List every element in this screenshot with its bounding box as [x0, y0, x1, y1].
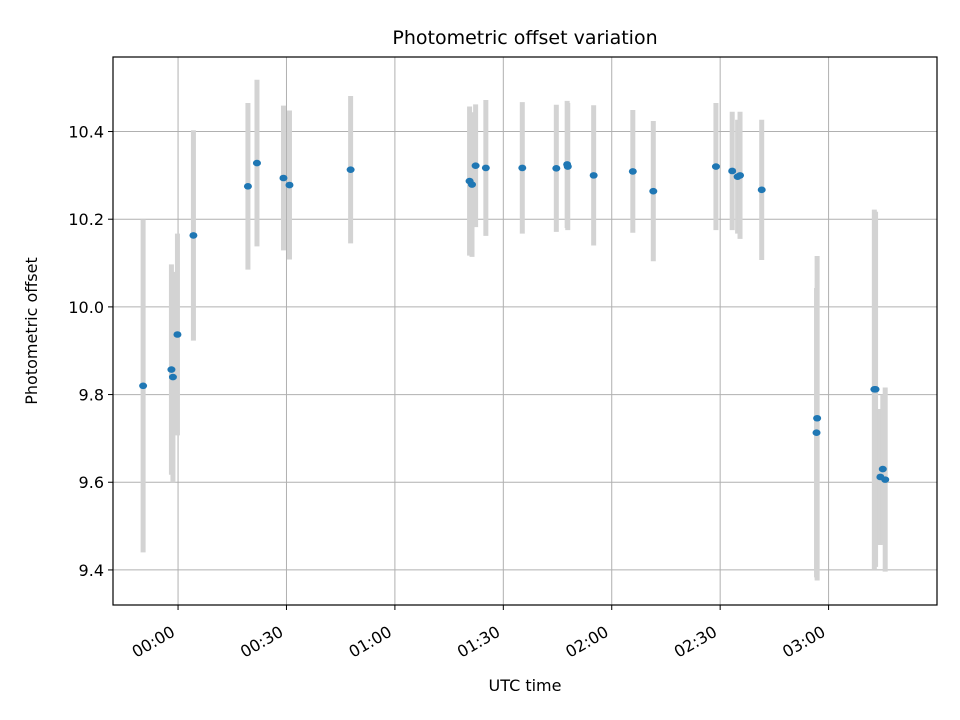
data-point [346, 166, 355, 173]
y-tick-label: 9.8 [79, 386, 104, 405]
data-point [139, 382, 148, 390]
data-point [589, 172, 598, 179]
data-point [243, 183, 252, 190]
y-tick-label: 9.4 [79, 561, 104, 580]
data-point [252, 159, 261, 167]
data-point [728, 167, 737, 175]
chart-title: Photometric offset variation [392, 27, 657, 49]
data-point [711, 163, 720, 170]
data-point [168, 373, 177, 381]
data-points [139, 159, 890, 483]
y-tick-label: 9.6 [79, 473, 104, 492]
y-tick-label: 10.2 [68, 210, 104, 229]
data-point [167, 366, 176, 373]
data-point [481, 164, 490, 172]
data-point [467, 181, 476, 188]
data-point [285, 181, 294, 189]
y-axis-label: Photometric offset [22, 257, 41, 405]
data-point [757, 186, 766, 194]
data-point [173, 331, 182, 338]
data-point [871, 386, 880, 393]
data-point [189, 232, 198, 239]
data-point [518, 164, 527, 172]
data-point [563, 163, 572, 170]
x-axis-label: UTC time [489, 676, 562, 695]
data-point [812, 429, 821, 437]
data-point [649, 187, 658, 195]
y-axis: 9.4 9.6 9.8 10.0 10.2 10.4 [68, 123, 113, 580]
y-tick-label: 10.0 [68, 298, 104, 317]
data-point [881, 476, 890, 483]
plot-frame [112, 56, 938, 606]
grid [113, 57, 937, 605]
data-point [813, 414, 822, 422]
data-point [552, 165, 561, 172]
data-point [471, 162, 480, 170]
data-point [736, 172, 745, 179]
y-tick-label: 10.4 [68, 123, 104, 142]
data-point [279, 174, 288, 182]
data-point [628, 168, 637, 175]
data-point [878, 465, 887, 473]
